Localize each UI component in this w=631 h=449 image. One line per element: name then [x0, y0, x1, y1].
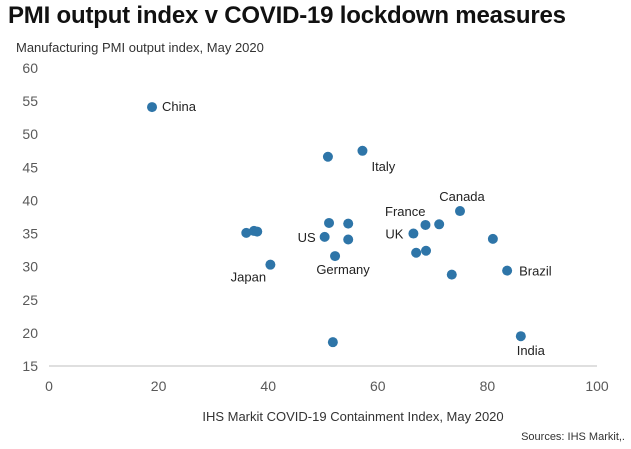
data-point [322, 151, 333, 162]
data-point [252, 226, 263, 237]
x-tick-label: 20 [151, 378, 167, 394]
point-label: UK [385, 227, 403, 242]
x-tick-label: 40 [260, 378, 276, 394]
y-tick-label: 20 [22, 325, 38, 341]
data-point [343, 234, 354, 245]
y-tick-label: 50 [22, 126, 38, 142]
data-point [408, 228, 419, 239]
data-point [420, 219, 431, 230]
point-label: Brazil [519, 264, 552, 279]
point-label: France [385, 204, 425, 219]
x-axis-ticks: 0 20 40 60 80 100 [45, 378, 609, 394]
data-point [265, 259, 276, 270]
data-point [487, 233, 498, 244]
source-note: Sources: IHS Markit,. [521, 431, 625, 443]
data-point [343, 218, 354, 229]
y-tick-label: 45 [22, 159, 38, 175]
data-points [147, 102, 526, 348]
y-tick-label: 30 [22, 259, 38, 275]
data-point [327, 337, 338, 348]
y-axis-label: Manufacturing PMI output index, May 2020 [16, 40, 264, 55]
x-tick-label: 60 [370, 378, 386, 394]
data-point [324, 217, 335, 228]
data-point [421, 245, 432, 256]
y-tick-label: 15 [22, 358, 38, 374]
data-point [241, 227, 252, 238]
data-point [330, 251, 341, 262]
point-label: Japan [231, 270, 266, 285]
point-label: China [162, 99, 197, 114]
x-axis-label: IHS Markit COVID-19 Containment Index, M… [202, 409, 503, 424]
data-point [434, 219, 445, 230]
y-tick-label: 60 [22, 60, 38, 76]
data-point [446, 269, 457, 280]
data-point [319, 231, 330, 242]
data-point [502, 265, 513, 276]
point-label: India [517, 343, 546, 358]
point-label: Germany [316, 262, 370, 277]
y-axis-ticks: 15 20 25 30 35 40 45 50 55 60 [22, 60, 38, 374]
point-label: Canada [439, 189, 485, 204]
point-label: Italy [371, 159, 395, 174]
x-tick-label: 0 [45, 378, 53, 394]
data-point-labels: China Italy Canada France UK US Germany Japan Br… [162, 99, 552, 358]
data-point [411, 247, 422, 258]
y-tick-label: 35 [22, 226, 38, 242]
y-tick-label: 40 [22, 192, 38, 208]
chart-title: PMI output index v COVID-19 lockdown mea… [8, 2, 566, 29]
point-label: US [298, 230, 316, 245]
data-point [357, 145, 368, 156]
data-point [455, 206, 465, 217]
data-point [147, 102, 158, 113]
data-point [515, 331, 526, 342]
y-tick-label: 25 [22, 292, 38, 308]
x-tick-label: 80 [480, 378, 496, 394]
x-tick-label: 100 [585, 378, 609, 394]
y-tick-label: 55 [22, 93, 38, 109]
